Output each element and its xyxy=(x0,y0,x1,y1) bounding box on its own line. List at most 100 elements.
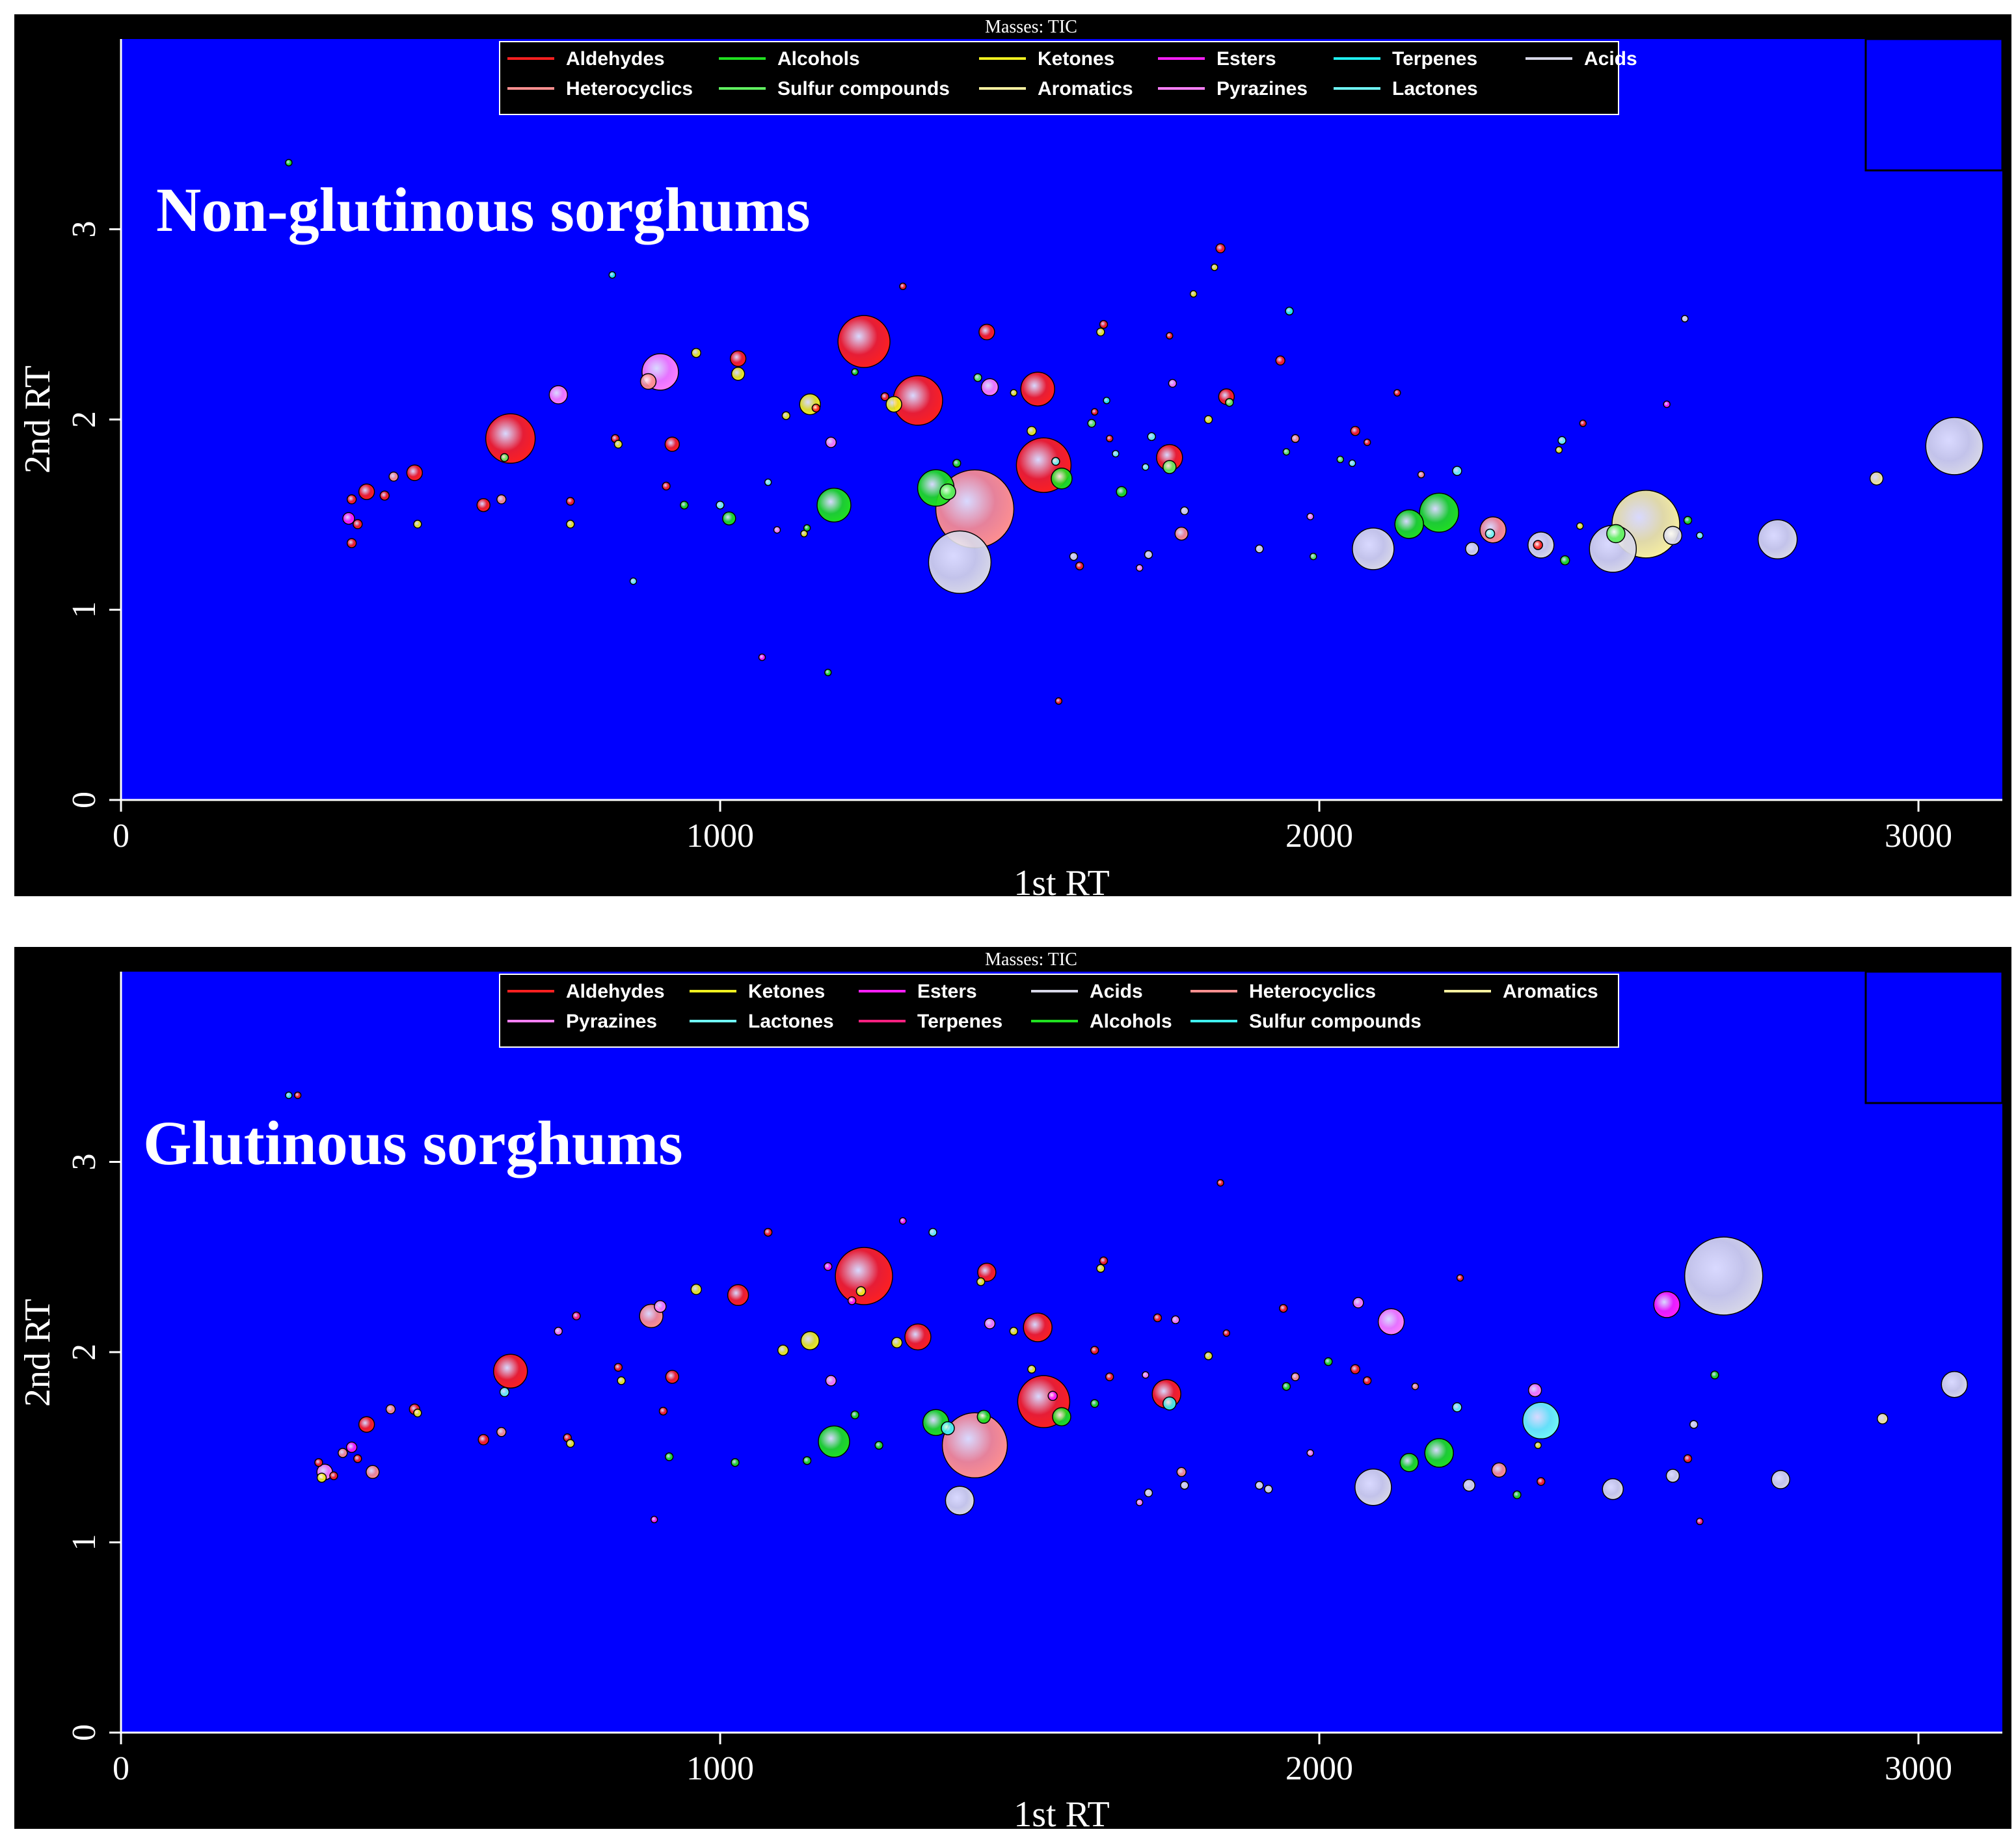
data-point xyxy=(665,1370,680,1384)
data-point xyxy=(1291,434,1300,444)
data-point xyxy=(1557,436,1566,445)
data-point xyxy=(1144,550,1153,559)
data-point xyxy=(816,487,852,523)
data-point xyxy=(976,1409,991,1424)
data-point xyxy=(1394,509,1424,539)
data-point xyxy=(1116,486,1127,498)
data-point xyxy=(691,347,701,358)
data-point xyxy=(285,1091,293,1099)
data-point xyxy=(629,577,638,585)
data-point xyxy=(1399,1452,1419,1472)
data-point xyxy=(1222,1329,1231,1337)
data-point xyxy=(1683,1454,1693,1463)
data-point xyxy=(1099,1256,1109,1266)
y-tick-label: 3 xyxy=(66,221,103,238)
data-point xyxy=(1559,555,1570,566)
data-point xyxy=(952,459,961,468)
data-point xyxy=(346,494,357,505)
chart-legend: Aldehydes Ketones Esters Acids Heterocyclics… xyxy=(499,974,1619,1048)
data-point xyxy=(777,1344,789,1356)
data-point xyxy=(941,1412,1008,1479)
data-point xyxy=(1090,1399,1099,1408)
data-point xyxy=(499,1387,510,1398)
data-point xyxy=(413,1408,422,1418)
data-point xyxy=(1189,290,1198,298)
data-point xyxy=(477,1433,489,1446)
data-point xyxy=(1142,463,1149,471)
legend-label: Aldehydes xyxy=(566,981,665,1002)
data-point xyxy=(1275,355,1285,366)
data-point xyxy=(1555,446,1563,454)
data-point xyxy=(690,1283,702,1296)
data-point xyxy=(1512,1490,1522,1500)
legend-item: Acids xyxy=(1031,981,1143,1002)
chart-title: Glutinous sorghums xyxy=(143,1108,683,1178)
data-point xyxy=(1579,419,1587,427)
legend-item: Ketones xyxy=(979,48,1114,70)
data-point xyxy=(1324,1357,1333,1366)
data-point xyxy=(1144,1488,1153,1498)
data-point xyxy=(1135,1498,1144,1506)
data-point xyxy=(1180,1481,1189,1490)
data-point xyxy=(1336,455,1345,464)
legend-item: Ketones xyxy=(690,981,825,1002)
data-point xyxy=(885,395,902,413)
data-point xyxy=(353,519,363,529)
data-point xyxy=(1282,1381,1291,1391)
data-point xyxy=(1291,1372,1300,1381)
data-point xyxy=(1090,408,1099,416)
data-point xyxy=(1352,1297,1364,1309)
data-point xyxy=(617,1376,626,1385)
y-axis-label: 2nd RT xyxy=(18,1299,58,1407)
data-point xyxy=(1055,697,1063,705)
data-point xyxy=(1087,419,1096,428)
data-point xyxy=(662,481,671,491)
data-point xyxy=(1602,1478,1624,1500)
legend-item: Terpenes xyxy=(1334,48,1477,70)
legend-item: Aldehydes xyxy=(507,48,665,70)
data-point xyxy=(874,1441,883,1450)
data-point xyxy=(803,524,811,532)
data-point xyxy=(1877,1413,1888,1425)
legend-label: Alcohols xyxy=(777,48,860,70)
data-point xyxy=(825,1375,837,1387)
x-tick-label: 1000 xyxy=(686,818,754,855)
data-point xyxy=(496,1427,507,1437)
data-point xyxy=(824,669,832,676)
data-point xyxy=(496,494,507,505)
legend-item: Pyrazines xyxy=(507,1011,657,1032)
data-point xyxy=(1255,1481,1264,1490)
data-point xyxy=(1576,522,1584,530)
data-point xyxy=(1203,415,1213,424)
legend-item: Heterocyclics xyxy=(507,78,693,100)
legend-label: Acids xyxy=(1584,48,1637,70)
data-point xyxy=(1537,1477,1546,1486)
bubble-layer xyxy=(285,159,1984,705)
data-point xyxy=(1168,379,1177,388)
data-point xyxy=(608,271,616,279)
data-point xyxy=(664,1452,674,1461)
data-point xyxy=(345,1441,358,1454)
y-axis-label: 2nd RT xyxy=(18,366,58,473)
x-axis-label: 1st RT xyxy=(1014,1794,1110,1835)
data-point xyxy=(314,1457,323,1467)
bubble-layer xyxy=(285,1091,1969,1526)
masses-header: Masses: TIC xyxy=(985,950,1077,970)
y-tick-label: 0 xyxy=(66,792,103,808)
data-point xyxy=(1285,306,1294,316)
x-axis-label: 1st RT xyxy=(1014,863,1110,903)
plot-area xyxy=(121,39,2002,800)
data-point xyxy=(727,1284,749,1307)
data-point xyxy=(1393,389,1401,397)
x-tick-label: 2000 xyxy=(1285,1750,1353,1787)
data-point xyxy=(358,483,375,500)
data-point xyxy=(891,1337,903,1349)
data-point xyxy=(899,1217,907,1225)
data-point xyxy=(1465,542,1479,556)
data-point xyxy=(764,478,772,486)
data-point xyxy=(716,500,725,510)
data-point xyxy=(1417,471,1425,479)
data-point xyxy=(1075,561,1084,570)
data-point xyxy=(899,282,907,291)
y-tick-label: 1 xyxy=(66,1534,103,1551)
